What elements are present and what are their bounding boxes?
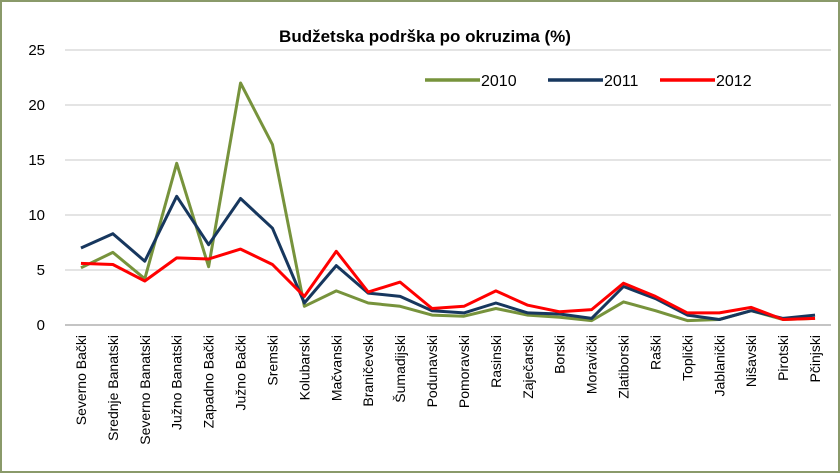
y-tick-label: 10 bbox=[28, 207, 45, 224]
chart-title: Budžetska podrška po okruzima (%) bbox=[279, 27, 571, 46]
x-tick-label: Severno Banatski bbox=[137, 335, 153, 445]
x-tick-label: Južno Bački bbox=[233, 335, 249, 410]
x-tick-label: Borski bbox=[552, 335, 568, 374]
y-tick-label: 20 bbox=[28, 97, 45, 114]
x-tick-label: Zlatiborski bbox=[616, 335, 632, 399]
legend-label: 2012 bbox=[716, 73, 752, 90]
x-tick-label: Pčinjski bbox=[807, 335, 823, 382]
x-tick-label: Raški bbox=[647, 335, 663, 370]
x-tick-label: Sremski bbox=[264, 335, 280, 386]
legend-label: 2011 bbox=[604, 73, 639, 90]
x-tick-label: Zapadno Bački bbox=[201, 335, 217, 428]
x-tick-label: Braničevski bbox=[360, 335, 376, 407]
x-tick-label: Zaječarski bbox=[520, 335, 536, 399]
x-tick-label: Moravički bbox=[584, 335, 600, 394]
x-tick-label: Toplički bbox=[679, 335, 695, 381]
series-line bbox=[80, 247, 816, 321]
series-line bbox=[80, 81, 816, 323]
x-tick-label: Rasinski bbox=[488, 335, 504, 388]
y-tick-label: 0 bbox=[37, 317, 45, 334]
x-tick-label: Jablanički bbox=[711, 335, 727, 396]
x-tick-label: Pomoravski bbox=[456, 335, 472, 408]
legend-label: 2010 bbox=[481, 73, 517, 90]
x-tick-label: Mačvanski bbox=[328, 335, 344, 401]
x-tick-label: Severno Bački bbox=[73, 335, 89, 425]
y-tick-label: 5 bbox=[37, 262, 45, 279]
x-tick-label: Kolubarski bbox=[296, 335, 312, 400]
series-line bbox=[80, 194, 816, 321]
x-tick-label: Južno Banatski bbox=[169, 335, 185, 430]
x-tick-label: Srednje Banatski bbox=[105, 335, 121, 441]
x-tick-label: Podunavski bbox=[424, 335, 440, 407]
x-tick-label: Šumadijski bbox=[392, 335, 408, 403]
x-tick-label: Nišavski bbox=[743, 335, 759, 387]
y-tick-label: 25 bbox=[28, 42, 45, 59]
x-tick-label: Pirotski bbox=[775, 335, 791, 381]
y-tick-label: 15 bbox=[28, 152, 45, 169]
